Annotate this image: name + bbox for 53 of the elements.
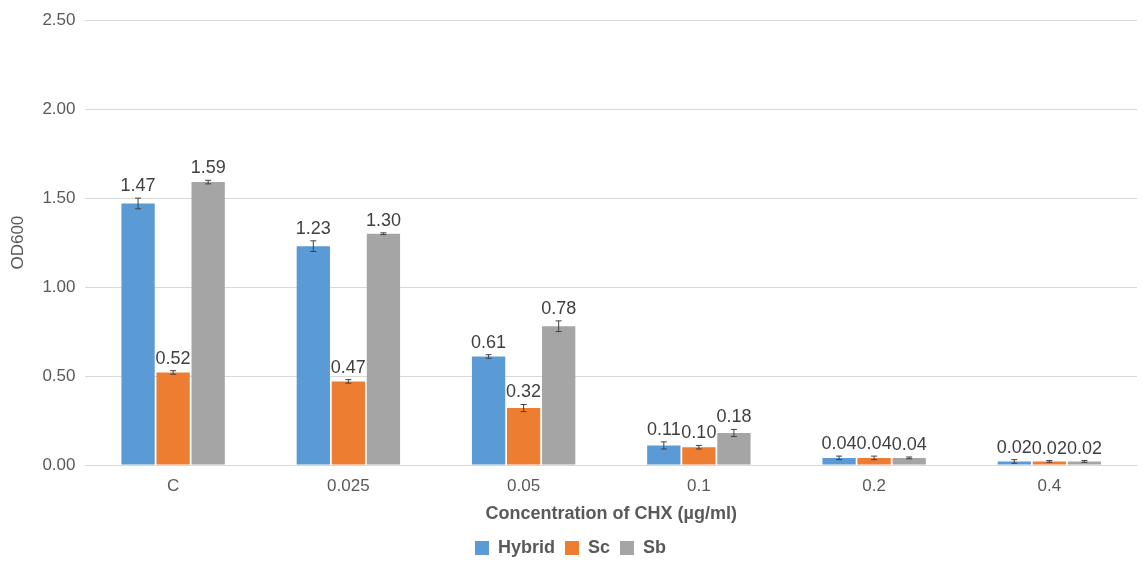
bar xyxy=(857,457,891,465)
x-tick-label: 0.4 xyxy=(1037,475,1062,495)
x-tick-label: 0.05 xyxy=(507,475,541,495)
bar xyxy=(121,203,155,465)
data-label: 0.04 xyxy=(821,433,857,454)
data-label: 0.52 xyxy=(155,347,191,368)
bar xyxy=(1067,461,1102,465)
y-tick-label: 2.00 xyxy=(42,98,76,118)
legend-label: Sb xyxy=(643,536,667,557)
data-label: 0.04 xyxy=(891,433,927,454)
x-tick-label: 0.025 xyxy=(327,475,370,495)
data-label: 0.10 xyxy=(681,422,717,443)
bar xyxy=(682,447,716,465)
data-label: 0.18 xyxy=(716,406,752,427)
data-label: 0.11 xyxy=(646,418,681,439)
data-label: 1.23 xyxy=(295,217,331,238)
legend-label: Sc xyxy=(587,536,611,557)
legend-label: Hybrid xyxy=(497,536,555,557)
bar xyxy=(717,432,751,465)
y-tick-label: 0.00 xyxy=(42,454,76,474)
data-label: 1.47 xyxy=(120,175,156,196)
bar xyxy=(822,457,856,465)
data-label: 0.78 xyxy=(541,297,577,318)
bar xyxy=(542,326,576,465)
bar xyxy=(156,372,190,465)
bar xyxy=(331,381,366,465)
data-label: 0.47 xyxy=(330,356,366,377)
data-label: 0.04 xyxy=(856,433,892,454)
data-label: 0.32 xyxy=(506,381,542,402)
x-axis-title: Concentration of CHX (µg/ml) xyxy=(485,503,737,524)
data-label: 0.02 xyxy=(1031,437,1067,458)
x-tick-label: 0.1 xyxy=(687,475,711,495)
bar xyxy=(191,182,225,465)
x-tick-label: 0.2 xyxy=(862,475,886,495)
data-label: 0.61 xyxy=(471,331,507,352)
y-tick-label: 2.50 xyxy=(42,9,76,29)
y-tick-label: 1.00 xyxy=(42,276,76,296)
bar xyxy=(366,233,401,465)
bar xyxy=(296,246,330,465)
bar xyxy=(506,408,541,465)
data-label: 0.02 xyxy=(1066,437,1102,458)
bar xyxy=(997,461,1031,465)
bar xyxy=(647,445,681,465)
data-label: 1.59 xyxy=(190,157,226,178)
data-label: 0.02 xyxy=(996,436,1032,457)
bar xyxy=(1032,461,1067,465)
y-tick-label: 1.50 xyxy=(42,187,76,207)
y-axis-title: OD600 xyxy=(7,215,27,270)
data-label: 1.30 xyxy=(365,209,401,230)
bar xyxy=(892,457,926,465)
x-tick-label: C xyxy=(166,475,180,495)
bar xyxy=(471,356,506,465)
y-tick-label: 0.50 xyxy=(42,365,76,385)
